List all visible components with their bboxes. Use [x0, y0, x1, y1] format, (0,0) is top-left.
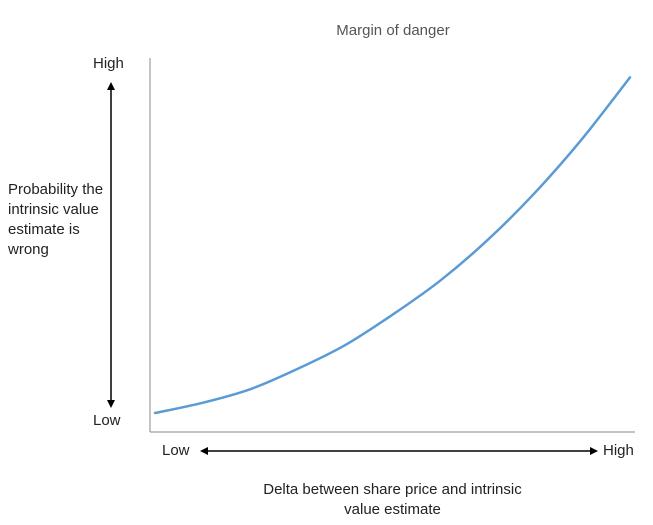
y-axis-label: Probability the intrinsic value estimate…	[8, 181, 104, 258]
y-tick-label-low: Low	[93, 412, 121, 429]
series-line	[153, 76, 632, 415]
chart-title: Margin of danger	[336, 22, 450, 39]
x-tick-label-low: Low	[162, 442, 190, 459]
x-axis-label: Delta between share price and intrinsic …	[263, 481, 522, 518]
x-tick-label-high: High	[603, 442, 634, 459]
y-tick-label-high: High	[93, 55, 124, 72]
